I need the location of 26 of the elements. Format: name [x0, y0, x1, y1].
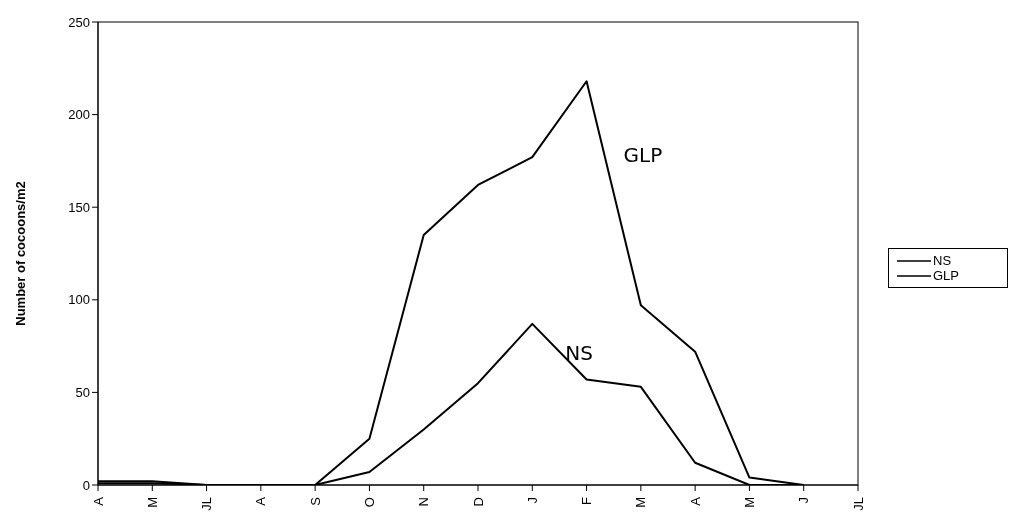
y-tick-label: 150: [68, 199, 90, 215]
x-tick-label: N: [416, 497, 432, 507]
y-tick-label: 100: [68, 292, 90, 308]
x-tick-label: S: [307, 496, 323, 506]
x-tick-label: O: [361, 497, 377, 508]
x-tick-label: A: [253, 496, 269, 506]
y-tick-label: 0: [82, 477, 90, 493]
x-tick-label: JL: [199, 497, 215, 511]
x-tick-label: D: [470, 497, 486, 507]
x-tick-label: M: [633, 497, 649, 508]
annotation: NS: [565, 341, 593, 366]
y-tick-label: 200: [68, 107, 90, 123]
x-tick-label: A: [90, 496, 106, 506]
x-tick-label: M: [741, 497, 757, 508]
x-tick-label: J: [796, 497, 812, 504]
legend-label: NS: [933, 253, 952, 268]
x-tick-label: M: [144, 497, 160, 508]
x-tick-label: JL: [850, 497, 866, 511]
legend-label: GLP: [933, 268, 960, 283]
x-tick-label: F: [579, 496, 595, 505]
y-tick-label: 50: [75, 385, 90, 401]
x-tick-label: A: [687, 496, 703, 506]
annotation: GLP: [623, 142, 663, 167]
y-axis-title: Number of cocoons/m2: [12, 181, 28, 326]
x-tick-label: J: [524, 497, 540, 504]
y-tick-label: 250: [68, 14, 90, 30]
